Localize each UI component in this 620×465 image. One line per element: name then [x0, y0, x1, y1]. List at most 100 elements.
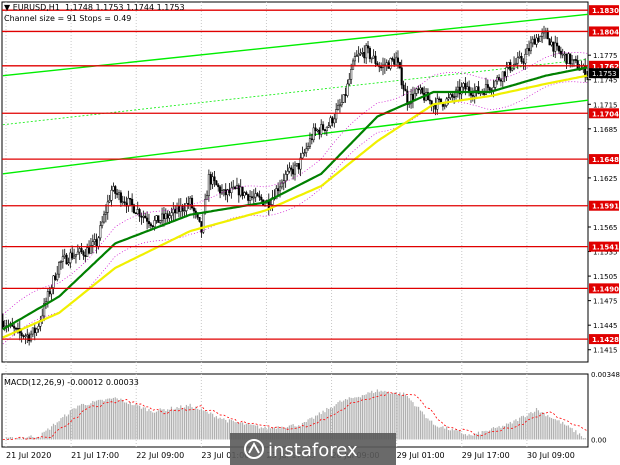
price-tick-label: 1.1445: [593, 322, 618, 330]
candle: [168, 215, 171, 219]
candle: [63, 254, 66, 257]
candle: [556, 42, 559, 47]
level-label-bg: [589, 5, 619, 16]
candle: [99, 225, 102, 239]
price-tick-label: 1.1415: [593, 347, 618, 355]
candle: [50, 287, 53, 295]
candle: [574, 59, 577, 61]
candle: [114, 186, 117, 194]
candle: [16, 328, 19, 330]
candle: [280, 182, 283, 188]
candle: [541, 32, 544, 37]
candle: [153, 220, 156, 227]
candle: [237, 185, 240, 196]
candle: [320, 124, 323, 135]
candle: [78, 248, 81, 253]
candle: [224, 189, 227, 196]
price-pane-frame: [1, 1, 589, 363]
candle: [372, 55, 375, 59]
level-label-bg: [589, 283, 619, 294]
price-tick-label: 1.1685: [593, 126, 618, 134]
candle: [190, 197, 194, 209]
level-label-bg: [589, 200, 619, 211]
candle: [449, 94, 452, 98]
candle: [101, 221, 104, 226]
candle: [514, 62, 517, 65]
candle: [217, 184, 220, 188]
candle: [215, 180, 218, 186]
candle: [88, 247, 91, 254]
candle: [462, 83, 465, 88]
candle: [363, 52, 366, 59]
candle: [368, 47, 371, 59]
candle: [460, 86, 463, 95]
candle: [346, 83, 349, 96]
candle: [93, 239, 96, 242]
candle: [56, 273, 59, 280]
candle: [82, 251, 85, 256]
band-lower: [2, 81, 588, 345]
candle: [67, 262, 70, 265]
candle: [494, 80, 497, 88]
candle: [308, 138, 312, 147]
x-tick-label: 30 Jul 09:00: [527, 451, 575, 460]
candle: [284, 174, 287, 181]
candle: [162, 213, 165, 219]
macd-tick-label: 0.00: [591, 436, 607, 444]
candle: [337, 104, 340, 110]
candle: [151, 225, 154, 227]
price-tick-label: 1.1625: [593, 175, 618, 183]
candle: [243, 192, 246, 196]
instaforex-logo-icon: [244, 439, 264, 459]
level-label-bg: [589, 26, 619, 37]
current-price-bg: [589, 68, 619, 79]
candle: [365, 45, 368, 59]
candle: [535, 37, 538, 45]
level-label-bg: [589, 60, 619, 71]
candle: [108, 200, 111, 203]
candle: [380, 66, 383, 69]
candle: [161, 213, 164, 221]
candle: [310, 138, 313, 141]
x-tick-label: 23 Jul 01:00: [201, 451, 249, 460]
candle: [95, 239, 98, 247]
x-tick-label: 21 Jul 17:00: [71, 451, 119, 460]
candle: [155, 215, 158, 221]
candle: [48, 291, 51, 295]
price-tick-label: 1.1565: [593, 224, 618, 232]
candle: [73, 255, 76, 259]
candle: [501, 71, 504, 82]
candle: [140, 216, 143, 218]
candle: [351, 60, 355, 70]
candle: [104, 212, 107, 215]
candle: [410, 94, 413, 104]
candle: [144, 215, 147, 219]
level-label: 1.1490: [592, 285, 619, 293]
moving-average-slow: [2, 74, 588, 339]
candle: [533, 38, 536, 45]
candle: [232, 186, 235, 189]
candle: [13, 326, 16, 329]
candle: [522, 61, 525, 64]
candle: [250, 196, 253, 198]
candle: [569, 53, 572, 65]
candle: [106, 201, 109, 213]
candle: [147, 221, 151, 225]
level-label: 1.1762: [592, 63, 619, 71]
candle: [464, 83, 467, 90]
candle: [275, 188, 278, 200]
logo-mark: [248, 441, 260, 454]
candle: [254, 193, 257, 198]
candle: [512, 64, 516, 70]
candle: [102, 213, 106, 223]
candle: [249, 196, 252, 201]
candle: [110, 189, 113, 201]
candle: [205, 195, 209, 200]
candle: [170, 212, 173, 216]
candle: [181, 205, 184, 211]
level-label: 1.1704: [592, 110, 619, 118]
candle: [526, 48, 529, 55]
candle: [314, 127, 317, 131]
